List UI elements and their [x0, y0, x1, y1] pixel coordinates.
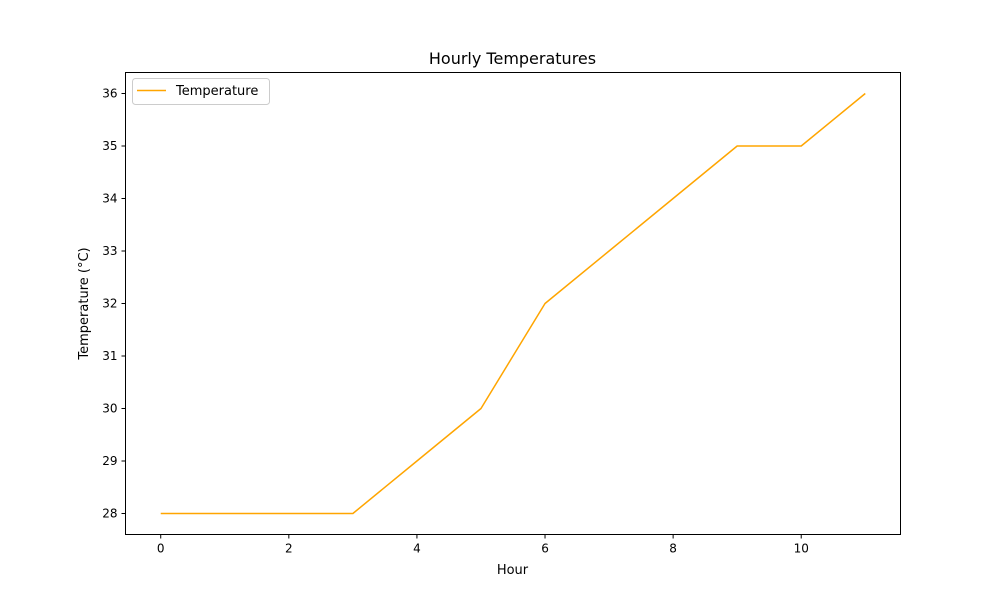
x-tick-label: 2 [285, 542, 293, 556]
y-tick-label: 31 [102, 349, 117, 363]
y-tick-label: 30 [102, 402, 117, 416]
x-tick-label: 0 [157, 542, 165, 556]
y-tick-label: 33 [102, 244, 117, 258]
y-tick-label: 28 [102, 507, 117, 521]
y-tick-label: 34 [102, 192, 117, 206]
legend: Temperature [132, 78, 270, 105]
y-tick-label: 32 [102, 297, 117, 311]
x-axis-label: Hour [497, 563, 529, 578]
x-tick-label: 6 [541, 542, 549, 556]
x-tick-label: 10 [794, 542, 809, 556]
legend-box [132, 78, 270, 105]
y-tick-label: 29 [102, 454, 117, 468]
chart-title: Hourly Temperatures [429, 49, 596, 68]
x-tick-label: 4 [413, 542, 421, 556]
y-tick-label: 35 [102, 139, 117, 153]
y-axis: 28 29 30 31 32 33 34 35 36 [102, 87, 126, 521]
series-layer [160, 92, 866, 515]
legend-label-temperature: Temperature [175, 84, 258, 99]
x-axis: 0 2 4 6 8 10 [157, 534, 809, 556]
series-line-temperature [160, 92, 866, 515]
y-axis-label: Temperature (°C) [77, 247, 92, 360]
x-tick-label: 8 [669, 542, 677, 556]
y-tick-label: 36 [102, 87, 117, 101]
